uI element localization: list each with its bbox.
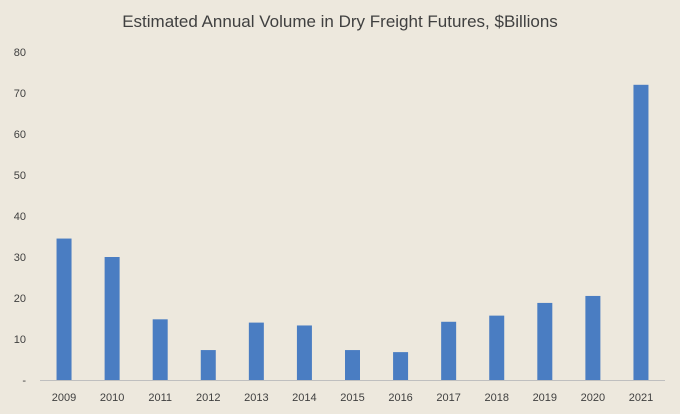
bar	[296, 325, 312, 380]
x-tick-label: 2021	[629, 392, 653, 404]
y-tick-label: 30	[14, 252, 26, 264]
x-tick-label: 2013	[244, 392, 268, 404]
y-tick-label: 50	[14, 170, 26, 182]
bar	[441, 321, 457, 380]
y-tick-label: 10	[14, 334, 26, 346]
bar	[345, 350, 360, 380]
chart-title: Estimated Annual Volume in Dry Freight F…	[122, 12, 558, 31]
y-tick-label: -	[22, 375, 26, 387]
bar	[200, 350, 216, 380]
y-tick-label: 40	[14, 211, 26, 223]
x-tick-label: 2012	[196, 392, 220, 404]
x-tick-label: 2009	[52, 392, 76, 404]
bar	[104, 257, 120, 380]
x-tick-label: 2017	[436, 392, 460, 404]
bar	[537, 302, 553, 380]
bar	[393, 352, 409, 380]
y-tick-label: 20	[14, 293, 26, 305]
x-tick-label: 2016	[388, 392, 412, 404]
x-tick-label: 2020	[581, 392, 605, 404]
x-tick-label: 2010	[100, 392, 124, 404]
bar	[585, 295, 601, 380]
x-tick-label: 2014	[292, 392, 316, 404]
x-tick-label: 2019	[533, 392, 557, 404]
y-tick-label: 60	[14, 129, 26, 141]
bar	[152, 319, 168, 380]
y-tick-label: 80	[14, 47, 26, 59]
bar	[248, 322, 264, 380]
x-tick-label: 2015	[340, 392, 364, 404]
bar	[633, 84, 649, 381]
y-tick-label: 70	[14, 88, 26, 100]
bar	[489, 315, 505, 380]
x-tick-label: 2011	[148, 392, 172, 404]
bar	[56, 238, 72, 380]
x-tick-label: 2018	[484, 392, 508, 404]
